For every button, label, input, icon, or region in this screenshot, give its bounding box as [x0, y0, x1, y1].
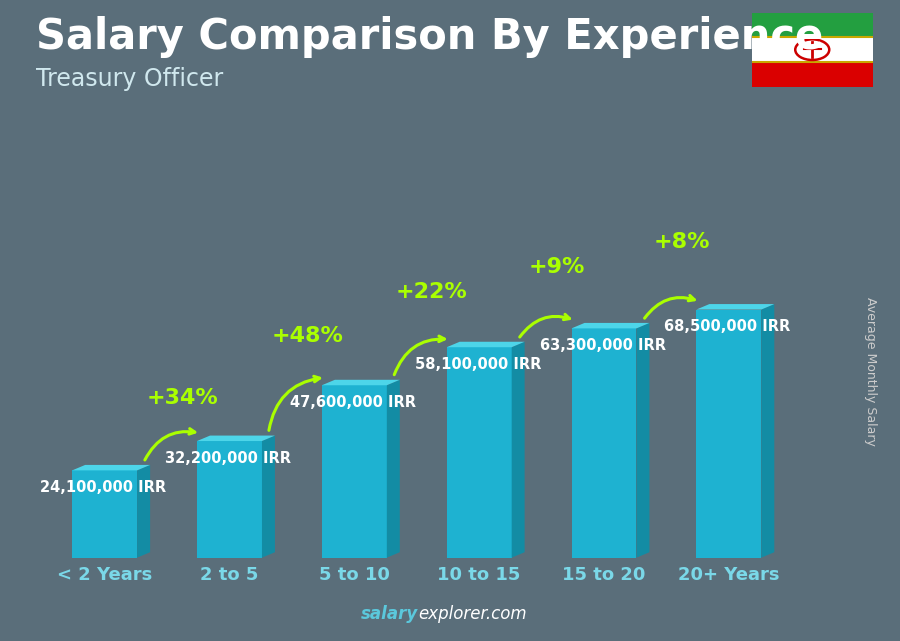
Bar — [322, 385, 387, 558]
Polygon shape — [572, 323, 650, 328]
Polygon shape — [387, 379, 400, 558]
Text: Treasury Officer: Treasury Officer — [36, 67, 223, 91]
Text: 68,500,000 IRR: 68,500,000 IRR — [664, 319, 791, 335]
Polygon shape — [72, 465, 150, 470]
Text: salary: salary — [361, 605, 419, 623]
Polygon shape — [511, 342, 525, 558]
Text: 24,100,000 IRR: 24,100,000 IRR — [40, 480, 166, 495]
Polygon shape — [197, 436, 274, 441]
Bar — [752, 13, 873, 37]
Text: +34%: +34% — [147, 388, 218, 408]
Bar — [752, 37, 873, 62]
Text: 58,100,000 IRR: 58,100,000 IRR — [415, 357, 541, 372]
Polygon shape — [446, 342, 525, 347]
Polygon shape — [697, 304, 774, 310]
Text: explorer.com: explorer.com — [418, 605, 527, 623]
Bar — [697, 310, 761, 558]
Polygon shape — [761, 304, 774, 558]
Text: Average Monthly Salary: Average Monthly Salary — [865, 297, 878, 446]
Text: +8%: +8% — [653, 232, 710, 252]
Bar — [446, 347, 511, 558]
Text: +22%: +22% — [396, 282, 468, 302]
Text: 32,200,000 IRR: 32,200,000 IRR — [166, 451, 292, 466]
Text: 47,600,000 IRR: 47,600,000 IRR — [290, 395, 416, 410]
Bar — [197, 441, 262, 558]
Bar — [572, 328, 636, 558]
Bar — [752, 62, 873, 87]
Polygon shape — [137, 465, 150, 558]
Text: +9%: +9% — [528, 257, 585, 277]
Bar — [72, 470, 137, 558]
Polygon shape — [636, 323, 650, 558]
Polygon shape — [322, 379, 400, 385]
Polygon shape — [262, 436, 274, 558]
Text: +48%: +48% — [271, 326, 343, 346]
Text: Salary Comparison By Experience: Salary Comparison By Experience — [36, 16, 824, 58]
Text: 63,300,000 IRR: 63,300,000 IRR — [540, 338, 666, 353]
Circle shape — [799, 42, 825, 58]
